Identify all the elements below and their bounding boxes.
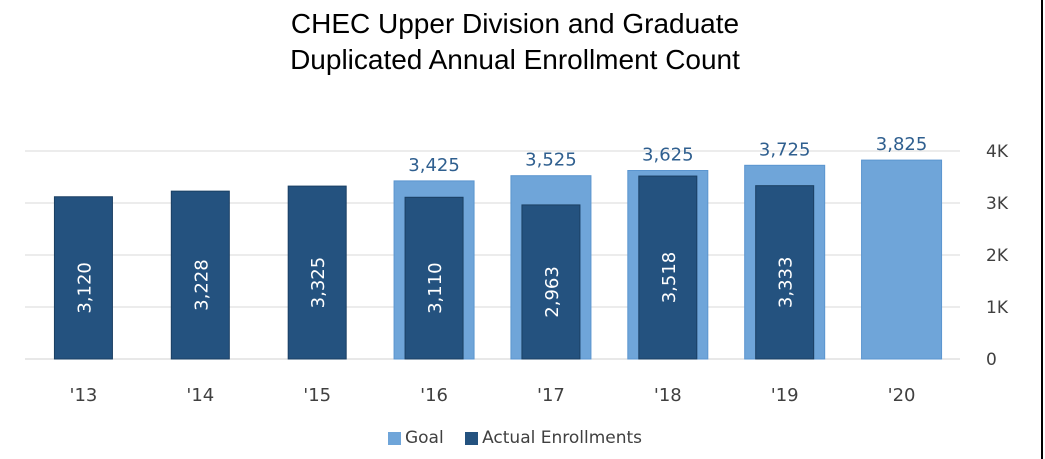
x-tick-label-18: '18 xyxy=(654,385,682,406)
legend-label-goal: Goal xyxy=(404,428,444,448)
actual-bar-14 xyxy=(170,190,230,360)
legend-label-actual: Actual Enrollments xyxy=(482,428,643,448)
x-tick-label-19: '19 xyxy=(771,385,799,406)
y-tick-label-1K: 1K xyxy=(986,298,1009,318)
actual-data-label-13: 3,120 xyxy=(74,262,95,314)
x-tick-label-13: '13 xyxy=(70,385,98,406)
goal-data-label-16: 3,425 xyxy=(408,155,460,176)
legend-item-goal: Goal xyxy=(387,428,444,448)
x-tick-label-15: '15 xyxy=(303,385,331,406)
actual-bar-18 xyxy=(638,175,698,360)
legend: Goal Actual Enrollments xyxy=(0,428,1030,450)
goal-data-label-19: 3,725 xyxy=(759,139,811,160)
y-tick-label-3K: 3K xyxy=(986,194,1009,214)
chart-title-line-2: Duplicated Annual Enrollment Count xyxy=(290,44,740,75)
actual-bar-19 xyxy=(755,185,815,360)
y-tick-label-0: 0 xyxy=(986,350,997,370)
x-tick-label-20: '20 xyxy=(888,385,916,406)
y-tick-label-2K: 2K xyxy=(986,246,1009,266)
legend-swatch-actual xyxy=(465,431,479,445)
actual-data-label-19: 3,333 xyxy=(776,257,797,309)
actual-data-label-17: 2,963 xyxy=(542,266,563,318)
goal-data-label-20: 3,825 xyxy=(876,134,928,155)
chart-title: CHEC Upper Division and Graduate Duplica… xyxy=(0,6,1030,78)
actual-data-label-16: 3,110 xyxy=(425,262,446,314)
actual-bar-15 xyxy=(287,185,347,360)
actual-bar-16 xyxy=(404,196,464,360)
x-tick-label-17: '17 xyxy=(537,385,565,406)
legend-swatch-goal xyxy=(387,431,401,445)
goal-data-label-18: 3,625 xyxy=(642,145,694,166)
actual-bar-17 xyxy=(521,204,581,360)
actual-data-label-18: 3,518 xyxy=(659,252,680,304)
legend-item-actual: Actual Enrollments xyxy=(465,428,642,448)
bar-chart: 0 1K 2K 3K 4K 3,120 '13 3,228 '14 3,325 '15 3,425 3,… xyxy=(25,134,1009,406)
x-tick-label-14: '14 xyxy=(186,385,214,406)
actual-data-label-15: 3,325 xyxy=(308,257,329,309)
y-tick-label-4K: 4K xyxy=(986,142,1009,162)
actual-bar-13 xyxy=(53,196,113,360)
chart-title-line-1: CHEC Upper Division and Graduate xyxy=(290,8,740,39)
goal-bar-20 xyxy=(861,159,943,360)
x-tick-label-16: '16 xyxy=(420,385,448,406)
goal-data-label-17: 3,525 xyxy=(525,150,577,171)
actual-data-label-14: 3,228 xyxy=(191,259,212,311)
